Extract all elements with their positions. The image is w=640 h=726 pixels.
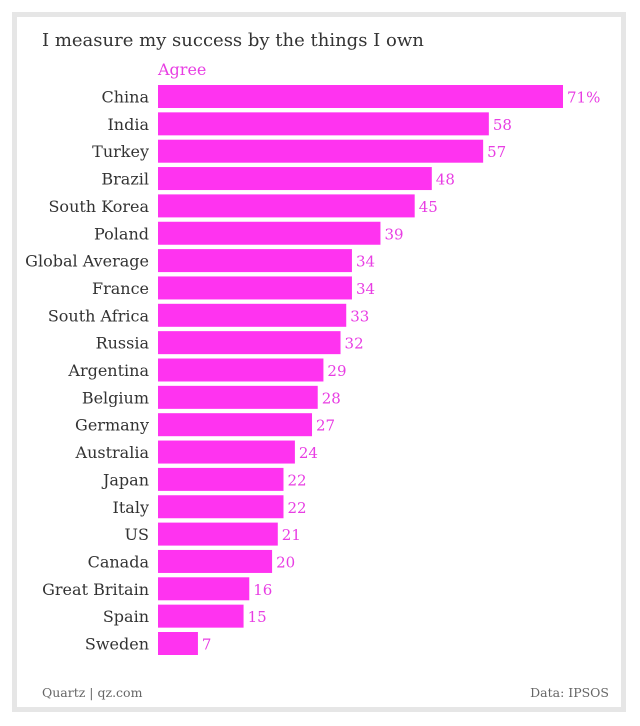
value-label: 22 [287, 499, 306, 517]
value-label: 24 [299, 444, 318, 462]
category-label: Brazil [101, 170, 149, 189]
category-label: Sweden [85, 635, 149, 654]
category-label: Japan [101, 470, 149, 489]
category-label: India [107, 115, 149, 134]
value-label: 29 [327, 362, 346, 380]
bar [158, 440, 295, 464]
category-label: Germany [75, 416, 149, 435]
value-label: 28 [322, 389, 341, 407]
category-label: Argentina [67, 361, 149, 380]
value-label: 15 [248, 608, 267, 626]
category-label: Spain [103, 607, 149, 626]
chart-frame: I measure my success by the things I own… [12, 12, 626, 712]
footer-source-left: Quartz | qz.com [42, 685, 143, 700]
value-label: 27 [316, 417, 335, 435]
bar [158, 139, 484, 163]
value-label: 22 [287, 471, 306, 489]
category-label: Poland [94, 224, 149, 243]
bar [158, 331, 341, 355]
value-label: 20 [276, 553, 295, 571]
category-label: South Africa [48, 306, 150, 325]
category-label: US [125, 525, 149, 544]
value-label: 45 [419, 198, 438, 216]
value-label: 16 [253, 581, 272, 599]
bar [158, 85, 563, 108]
category-label: Turkey [92, 142, 149, 161]
bar [158, 221, 381, 245]
category-label: China [101, 88, 149, 107]
bar [158, 112, 489, 136]
value-label: 39 [384, 225, 403, 243]
category-label: Belgium [82, 388, 149, 407]
bar [158, 385, 318, 409]
category-label: France [92, 279, 149, 298]
value-label: 32 [345, 335, 364, 353]
category-label: Canada [88, 552, 150, 571]
bar [158, 413, 313, 437]
value-label: 71% [567, 89, 600, 107]
bar [158, 549, 273, 573]
category-label: Italy [113, 498, 149, 517]
value-label: 7 [202, 636, 212, 654]
category-label: Great Britain [42, 580, 149, 599]
value-label: 21 [282, 526, 301, 544]
category-label: Russia [96, 334, 150, 353]
value-label: 57 [487, 143, 506, 161]
bar-chart: China 71% India 58 Turkey 57 Brazil 48 South Kor… [25, 85, 600, 655]
category-label: Australia [75, 443, 150, 462]
value-label: 34 [356, 280, 375, 298]
category-label: Global Average [25, 252, 149, 271]
value-label: 34 [356, 253, 375, 271]
bar [158, 167, 432, 191]
bar [158, 467, 284, 491]
footer-source-right: Data: IPSOS [530, 685, 609, 700]
bar [158, 358, 324, 382]
value-label: 58 [493, 116, 512, 134]
category-label: South Korea [48, 197, 149, 216]
bar [158, 604, 244, 628]
value-label: 48 [436, 171, 455, 189]
chart-title: I measure my success by the things I own [42, 30, 424, 51]
bar [158, 303, 347, 327]
bar [158, 632, 198, 655]
bar [158, 495, 284, 519]
bar [158, 194, 415, 218]
series-label: Agree [158, 60, 207, 79]
bar [158, 577, 250, 601]
bar [158, 249, 352, 273]
bar [158, 276, 352, 300]
bar [158, 522, 278, 546]
value-label: 33 [350, 307, 369, 325]
